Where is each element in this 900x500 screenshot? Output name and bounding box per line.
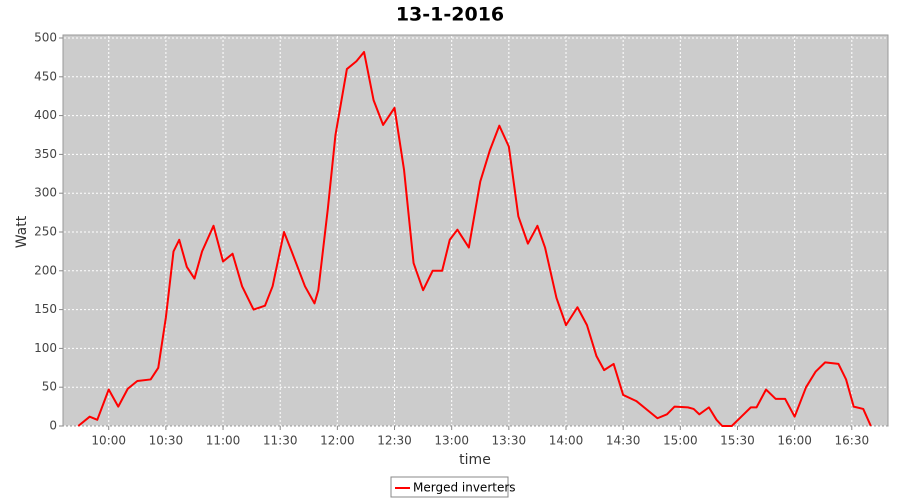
plot-area [62, 34, 889, 427]
x-tick-label: 16:00 [777, 434, 812, 448]
y-tick-label: 350 [34, 147, 57, 161]
y-tick-label: 200 [34, 263, 57, 277]
x-tick-label: 11:00 [206, 434, 241, 448]
x-tick-label: 14:00 [549, 434, 584, 448]
y-tick-label: 150 [34, 302, 57, 316]
x-tick-label: 10:30 [149, 434, 184, 448]
y-tick-label: 400 [34, 108, 57, 122]
y-tick-label: 0 [49, 419, 57, 433]
y-tick-label: 450 [34, 69, 57, 83]
y-axis-label: Watt [14, 215, 30, 248]
legend [390, 476, 509, 498]
x-axis-label: time [459, 452, 491, 468]
x-tick-label: 13:00 [434, 434, 469, 448]
x-tick-label: 14:30 [606, 434, 641, 448]
x-tick-label: 13:30 [492, 434, 527, 448]
y-tick-label: 250 [34, 225, 57, 239]
x-tick-label: 12:00 [320, 434, 355, 448]
x-tick-label: 15:30 [720, 434, 755, 448]
y-tick-label: 500 [34, 31, 57, 45]
data-line [77, 50, 872, 427]
x-tick-label: 11:30 [263, 434, 298, 448]
legend-label: Merged inverters [413, 481, 516, 495]
y-tick-label: 300 [34, 186, 57, 200]
y-tick-label: 50 [42, 380, 57, 394]
x-tick-label: 10:00 [91, 434, 126, 448]
x-tick-label: 15:00 [663, 434, 698, 448]
legend-box [390, 476, 509, 498]
x-tick-label: 12:30 [377, 434, 412, 448]
chart-title: 13-1-2016 [396, 4, 504, 26]
x-tick-label: 16:30 [835, 434, 870, 448]
y-tick-label: 100 [34, 341, 57, 355]
